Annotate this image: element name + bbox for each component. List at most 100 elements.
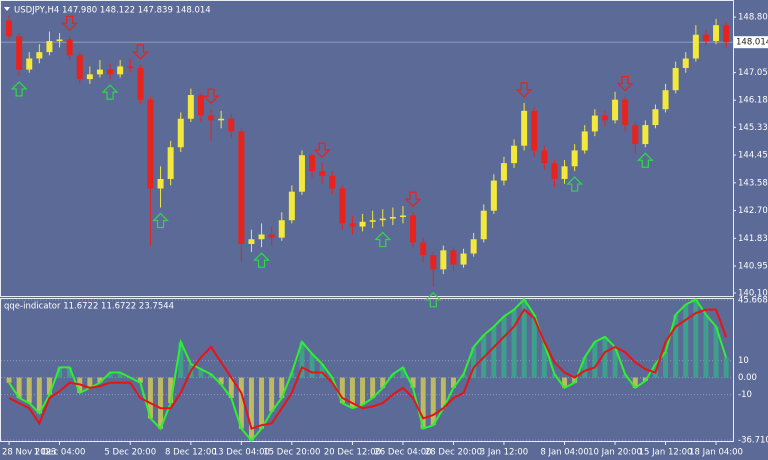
histogram-bar xyxy=(228,377,234,399)
histogram-bar xyxy=(349,377,355,409)
histogram-bar xyxy=(693,299,699,378)
histogram-bar xyxy=(299,341,305,378)
histogram-bar xyxy=(269,377,275,412)
buy-arrow xyxy=(10,81,28,97)
sell-arrow xyxy=(61,15,79,32)
last-price-box xyxy=(734,36,768,49)
x-tick-label: 8 Dec 12:00 xyxy=(165,448,217,458)
sell-arrow xyxy=(616,75,634,92)
candle-body xyxy=(187,94,194,119)
buy-arrow xyxy=(253,252,270,268)
histogram-bar xyxy=(36,377,42,414)
menu-icon xyxy=(4,7,10,11)
candle-body xyxy=(692,34,699,59)
x-tick-label: 28 Nov 2023 xyxy=(2,448,56,458)
chart-title: USDJPY,H4 147.980 148.122 147.839 148.01… xyxy=(14,6,211,16)
candle-body xyxy=(571,150,578,167)
candle-body xyxy=(702,34,709,42)
sell-arrow xyxy=(202,88,220,105)
histogram-bar xyxy=(238,377,244,429)
candle-body xyxy=(16,36,23,70)
histogram-bar xyxy=(279,377,285,399)
candle-body xyxy=(309,155,316,172)
histogram-bar xyxy=(107,372,113,378)
x-tick-label: 8 Jan 04:00 xyxy=(540,448,588,458)
candle-body xyxy=(349,223,356,227)
histogram-bar xyxy=(117,372,123,378)
candle-body xyxy=(450,250,457,265)
histogram-bar xyxy=(198,369,204,378)
candle-body xyxy=(36,52,43,59)
histogram-bar xyxy=(430,377,436,426)
x-tick-label: 5 Dec 20:00 xyxy=(104,448,156,458)
candle-body xyxy=(298,155,305,192)
histogram-bar xyxy=(632,377,638,388)
histogram-bar xyxy=(168,377,174,404)
histogram-bar xyxy=(319,364,325,378)
histogram-bar xyxy=(663,352,669,378)
histogram-bar xyxy=(390,374,396,378)
y-tick-label: 144.455 xyxy=(738,151,768,161)
histogram-bar xyxy=(582,357,588,378)
buy-arrow xyxy=(636,152,654,168)
indicator-line xyxy=(8,308,728,430)
histogram-bar xyxy=(673,314,679,378)
candle-body xyxy=(177,118,184,148)
candle-body xyxy=(389,217,396,219)
histogram-bar xyxy=(461,374,467,378)
candle-body xyxy=(399,215,406,218)
y-tick-label: -36.7101 xyxy=(738,436,768,446)
candle-body xyxy=(137,68,144,100)
candle-body xyxy=(107,69,114,75)
candle-body xyxy=(248,239,255,244)
histogram-bar xyxy=(97,377,103,383)
candle-body xyxy=(86,74,93,80)
candle-body xyxy=(228,118,235,132)
candle-body xyxy=(511,145,518,164)
candle-body xyxy=(278,220,285,238)
histogram-bar xyxy=(541,343,547,378)
histogram-bar xyxy=(501,316,507,378)
x-tick-label: 3 Jan 12:00 xyxy=(480,448,528,458)
candle-body xyxy=(359,221,366,227)
y-tick-label: 45.6687 xyxy=(738,296,768,306)
x-tick-label: 28 Dec 20:00 xyxy=(425,448,482,458)
candle-body xyxy=(258,234,265,240)
histogram-bar xyxy=(622,374,628,378)
histogram-bar xyxy=(178,341,184,378)
candle-body xyxy=(167,147,174,179)
candle-body xyxy=(723,25,730,43)
candle-body xyxy=(601,115,608,121)
candle-body xyxy=(56,39,63,42)
candle-body xyxy=(652,109,659,126)
candle-body xyxy=(46,41,53,53)
x-tick-label: 26 Dec 04:00 xyxy=(374,448,431,458)
candle-body xyxy=(581,131,588,151)
histogram-bar xyxy=(158,377,164,429)
y-tick-label: 143.580 xyxy=(738,178,768,188)
candle-body xyxy=(288,191,295,221)
candle-body xyxy=(339,188,346,224)
candle-body xyxy=(157,178,164,189)
candle-body xyxy=(531,110,538,151)
x-tick-label: 1 Dec 04:00 xyxy=(34,448,86,458)
candle-body xyxy=(551,163,558,179)
candle-body xyxy=(470,239,477,254)
histogram-bar xyxy=(420,377,426,429)
candle-body xyxy=(76,55,83,80)
candle-body xyxy=(208,115,215,121)
y-tick-label: 147.055 xyxy=(738,68,768,78)
histogram-bar xyxy=(562,377,568,388)
x-tick-label: 15 Dec 20:00 xyxy=(263,448,320,458)
histogram-bar xyxy=(410,377,416,388)
indicator-line xyxy=(8,297,728,443)
candle-body xyxy=(561,166,568,179)
candle-body xyxy=(440,250,447,270)
y-tick-label: 148.805 xyxy=(738,13,768,23)
last-price-label: 148.014 xyxy=(736,38,768,48)
histogram-bar xyxy=(450,377,456,388)
histogram-bar xyxy=(511,309,517,378)
candle-body xyxy=(238,131,245,244)
indicator-title: qqe-indicator 11.6722 11.6722 23.7544 xyxy=(4,302,174,312)
